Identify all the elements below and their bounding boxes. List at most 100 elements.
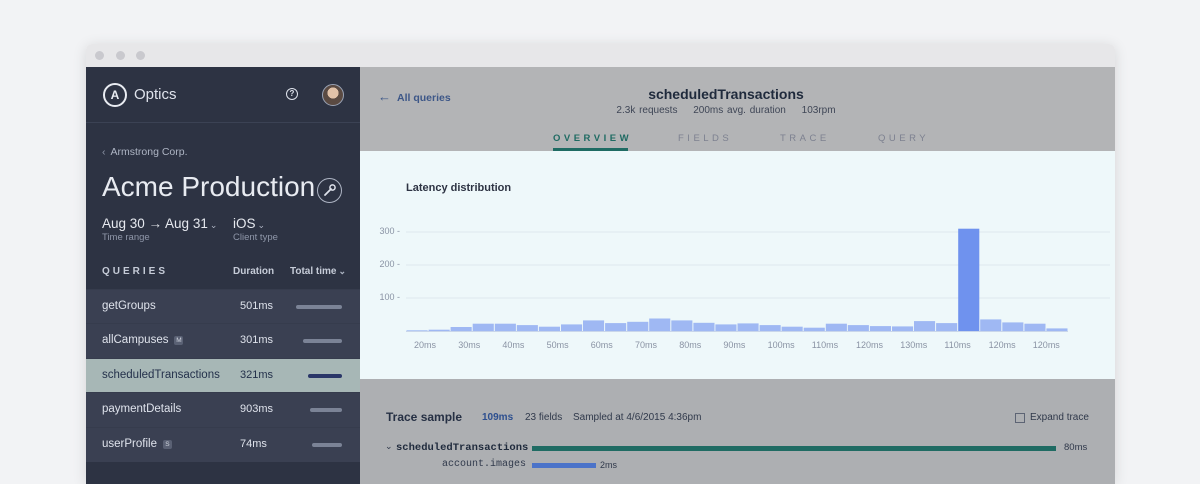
rpm-stat: 103rpm	[801, 105, 836, 116]
x-tick-label: 130ms	[900, 340, 928, 350]
breadcrumb-org[interactable]: ‹ Armstrong Corp.	[102, 146, 188, 158]
histogram-bar[interactable]	[958, 228, 980, 331]
histogram-bar[interactable]	[781, 326, 803, 331]
histogram-bar[interactable]	[892, 326, 914, 331]
total-time-bar	[296, 305, 342, 309]
settings-wrench-button[interactable]	[317, 178, 342, 203]
client-type-select[interactable]: iOS ⌄	[233, 216, 265, 231]
all-queries-link[interactable]: ← All queries	[378, 89, 451, 104]
query-row[interactable]: paymentDetails 903ms	[86, 392, 360, 428]
query-row[interactable]: scheduledTransactions 321ms	[86, 357, 360, 393]
x-tick-label: 90ms	[723, 340, 746, 350]
histogram-bar[interactable]	[649, 318, 671, 332]
x-tick-label: 20ms	[414, 340, 437, 350]
histogram-bar[interactable]	[671, 320, 693, 331]
x-tick-label: 30ms	[458, 340, 481, 350]
apollo-logo-icon[interactable]: A	[103, 83, 127, 107]
window-close-dot[interactable]	[95, 51, 104, 60]
query-duration: 74ms	[240, 437, 267, 450]
trace-fields: 23 fields	[525, 412, 563, 423]
total-time-bar	[310, 408, 342, 413]
x-tick-label: 100ms	[767, 340, 795, 350]
time-range-select[interactable]: Aug 30 → Aug 31 ⌄	[102, 216, 217, 231]
client-type-label: Client type	[233, 232, 278, 243]
histogram-bar[interactable]	[605, 323, 627, 331]
x-tick-label: 120ms	[988, 340, 1016, 350]
query-name: userProfile S	[102, 438, 172, 450]
histogram-bar[interactable]	[428, 329, 450, 331]
histogram-bar[interactable]	[715, 324, 737, 331]
chevron-down-icon: ⌄	[338, 266, 347, 276]
duration-column-header[interactable]: Duration	[233, 266, 275, 277]
x-tick-label: 110ms	[811, 340, 839, 350]
histogram-bar[interactable]	[803, 327, 825, 331]
trace-duration: 109ms	[482, 412, 514, 423]
histogram-bar[interactable]	[980, 319, 1002, 331]
total-time-bar	[312, 442, 342, 447]
trace-row-bar	[532, 463, 596, 468]
histogram-bar[interactable]	[1024, 323, 1046, 331]
sidebar: A Optics ? ‹ Armstrong Corp. Acme Product…	[86, 67, 360, 484]
histogram-bar[interactable]	[583, 320, 605, 331]
histogram-bar[interactable]	[693, 322, 715, 332]
window-minimize-dot[interactable]	[116, 51, 125, 60]
total-time-column-header[interactable]: Total time ⌄	[290, 266, 347, 277]
query-stats: 2.3k requests 200ms avg. duration 103rpm	[360, 105, 1092, 116]
help-icon[interactable]: ?	[286, 88, 298, 100]
tab-query[interactable]: QUERY	[878, 133, 930, 144]
trace-row-name[interactable]: scheduledTransactions	[396, 442, 529, 454]
requests-stat: 2.3k requests	[616, 105, 678, 116]
arrow-left-icon: ←	[378, 89, 391, 104]
query-badge: S	[162, 439, 172, 449]
histogram-bar[interactable]	[847, 325, 869, 331]
client-type-value: iOS	[233, 216, 256, 231]
expand-trace-checkbox[interactable]	[1015, 413, 1025, 423]
query-name: allCampuses M	[102, 334, 184, 347]
tab-trace[interactable]: TRACE	[780, 133, 830, 144]
chevron-down-icon[interactable]: ⌄	[385, 441, 393, 451]
histogram-bar[interactable]	[936, 323, 958, 331]
query-name: scheduledTransactions	[102, 368, 220, 381]
y-tick-label: 200 -	[379, 259, 400, 269]
query-row[interactable]: userProfile S 74ms	[86, 426, 360, 462]
histogram-bar[interactable]	[472, 323, 494, 331]
browser-window: A Optics ? ‹ Armstrong Corp. Acme Product…	[86, 44, 1115, 484]
histogram-bar[interactable]	[627, 321, 649, 331]
histogram-bar[interactable]	[494, 323, 516, 331]
time-range-label: Time range	[102, 232, 150, 243]
histogram-bar[interactable]	[759, 325, 781, 331]
expand-trace-label[interactable]: Expand trace	[1030, 412, 1089, 423]
histogram-bar[interactable]	[450, 327, 472, 331]
tab-overview[interactable]: OVERVIEW	[553, 133, 633, 144]
histogram-bar[interactable]	[561, 324, 583, 331]
chart-title: Latency distribution	[406, 182, 512, 194]
tab-fields[interactable]: FIELDS	[678, 133, 733, 144]
histogram-bar[interactable]	[516, 325, 538, 331]
time-range-value: Aug 30 → Aug 31	[102, 216, 208, 231]
histogram-bar[interactable]	[1002, 322, 1024, 331]
x-tick-label: 80ms	[679, 340, 702, 350]
query-duration: 321ms	[240, 368, 274, 381]
window-zoom-dot[interactable]	[136, 51, 145, 60]
histogram-bar[interactable]	[538, 326, 560, 331]
histogram-bar[interactable]	[825, 323, 847, 331]
x-tick-label: 120ms	[856, 340, 884, 350]
histogram-bar[interactable]	[406, 330, 428, 331]
histogram-bar[interactable]	[737, 323, 759, 331]
query-row[interactable]: allCampuses M 301ms	[86, 323, 360, 359]
queries-column-header: QUERIES	[102, 266, 169, 277]
query-duration: 903ms	[240, 403, 274, 416]
query-name: getGroups	[102, 300, 156, 312]
chevron-down-icon: ⌄	[209, 220, 218, 230]
trace-row-name[interactable]: account.images	[442, 459, 527, 470]
histogram-bar[interactable]	[914, 321, 936, 331]
y-tick-label: 100 -	[379, 292, 400, 302]
x-tick-label: 60ms	[590, 340, 613, 350]
avatar[interactable]	[322, 84, 344, 106]
histogram-bar[interactable]	[1046, 328, 1068, 331]
org-name: Armstrong Corp.	[110, 146, 188, 158]
histogram-bar[interactable]	[869, 326, 891, 331]
query-duration: 301ms	[240, 334, 274, 347]
query-row[interactable]: getGroups 501ms	[86, 289, 360, 324]
query-header: ← All queries scheduledTransactions 2.3k …	[360, 67, 1115, 151]
